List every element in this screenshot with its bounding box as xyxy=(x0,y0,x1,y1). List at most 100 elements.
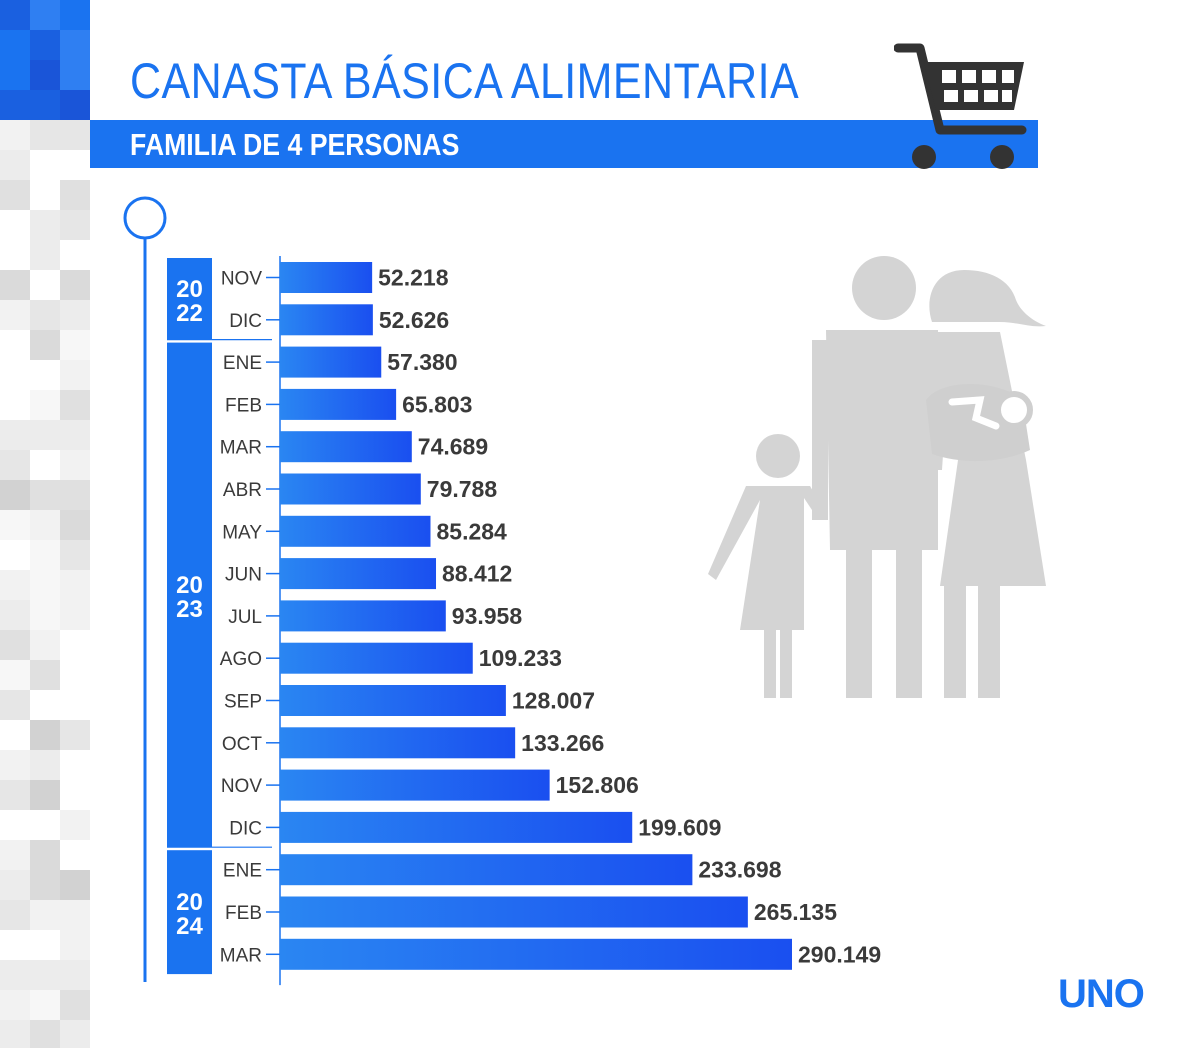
month-tick-label: FEB xyxy=(225,395,262,416)
mosaic-tile xyxy=(30,600,60,630)
mosaic-tile xyxy=(0,180,30,210)
value-label: 85.284 xyxy=(436,518,507,544)
mosaic-tile xyxy=(0,900,30,930)
bar xyxy=(280,262,373,293)
mosaic-tile xyxy=(0,360,30,390)
value-label: 88.412 xyxy=(442,561,512,587)
mosaic-tile xyxy=(60,840,90,870)
mosaic-tile xyxy=(60,210,90,240)
mosaic-tile xyxy=(30,60,60,90)
mosaic-tile xyxy=(0,570,30,600)
mosaic-tile xyxy=(60,900,90,930)
mosaic-tile xyxy=(30,0,60,30)
bar xyxy=(280,938,792,970)
mosaic-tile xyxy=(30,150,60,180)
value-label: 128.007 xyxy=(512,688,595,714)
mosaic-tile xyxy=(30,870,60,900)
mosaic-tile xyxy=(0,870,30,900)
mosaic-tile xyxy=(60,360,90,390)
mosaic-tile xyxy=(60,780,90,810)
month-tick-label: NOV xyxy=(221,269,263,290)
mosaic-tile xyxy=(0,1020,30,1048)
mosaic-tile xyxy=(0,120,30,150)
value-label: 52.218 xyxy=(378,265,449,291)
month-tick-label: JUN xyxy=(225,565,262,586)
value-label: 290.149 xyxy=(798,941,881,967)
mosaic-tile xyxy=(30,510,60,540)
mosaic-tile xyxy=(30,420,60,450)
mosaic-tile xyxy=(30,540,60,570)
mosaic-tile xyxy=(60,0,90,30)
mosaic-tile xyxy=(0,240,30,270)
mosaic-tile xyxy=(0,330,30,360)
mosaic-tile xyxy=(0,60,30,90)
bar xyxy=(280,685,506,716)
uno-logo: UNO xyxy=(1058,972,1145,1016)
mosaic-tile xyxy=(60,420,90,450)
month-tick-label: MAR xyxy=(220,438,262,459)
month-tick-label: DIC xyxy=(229,818,262,839)
timeline-line xyxy=(123,196,167,982)
year-label-bottom: 23 xyxy=(176,596,203,623)
mosaic-tile xyxy=(60,630,90,660)
mosaic-tile xyxy=(0,630,30,660)
mosaic-tile xyxy=(0,960,30,990)
mosaic-tile xyxy=(60,60,90,90)
value-label: 133.266 xyxy=(521,730,604,756)
mosaic-tile xyxy=(60,960,90,990)
mosaic-tile xyxy=(30,690,60,720)
mosaic-tile xyxy=(30,270,60,300)
value-label: 109.233 xyxy=(479,645,562,671)
year-label-bottom: 22 xyxy=(176,300,203,327)
chart-title: CANASTA BÁSICA ALIMENTARIA xyxy=(130,53,800,109)
mosaic-tile xyxy=(30,120,60,150)
mosaic-tile xyxy=(30,750,60,780)
bar xyxy=(280,515,431,547)
mosaic-tile xyxy=(60,480,90,510)
mosaic-tile xyxy=(30,480,60,510)
bar xyxy=(280,388,397,420)
month-tick-label: SEP xyxy=(224,692,262,713)
mosaic-tile xyxy=(60,90,90,120)
mosaic-tile xyxy=(0,270,30,300)
month-tick-label: ABR xyxy=(223,480,262,501)
year-block xyxy=(167,850,212,975)
value-label: 74.689 xyxy=(418,434,488,460)
mosaic-tile xyxy=(0,840,30,870)
mosaic-tile xyxy=(30,210,60,240)
mosaic-tile xyxy=(30,330,60,360)
mosaic-tile xyxy=(30,180,60,210)
mosaic-tile xyxy=(30,30,60,60)
month-tick-label: NOV xyxy=(221,776,263,797)
mosaic-tile xyxy=(60,390,90,420)
mosaic-tile xyxy=(0,210,30,240)
mosaic-tile xyxy=(60,690,90,720)
subtitle-band xyxy=(90,120,1038,168)
value-label: 52.626 xyxy=(379,307,449,333)
mosaic-tile xyxy=(0,990,30,1020)
mosaic-tile xyxy=(60,660,90,690)
mosaic-tile xyxy=(30,810,60,840)
mosaic-tile xyxy=(0,810,30,840)
mosaic-tile xyxy=(60,510,90,540)
mosaic-tile xyxy=(0,300,30,330)
mosaic-tile xyxy=(0,30,30,60)
mosaic-tile xyxy=(60,810,90,840)
year-block xyxy=(167,342,212,848)
mosaic-tile xyxy=(30,960,60,990)
mosaic-tile xyxy=(60,540,90,570)
value-label: 65.803 xyxy=(402,391,472,417)
value-label: 79.788 xyxy=(427,476,498,502)
mosaic-tile xyxy=(0,720,30,750)
value-label: 93.958 xyxy=(452,603,523,629)
bar xyxy=(280,346,382,378)
mosaic-tile xyxy=(60,180,90,210)
mosaic-tile xyxy=(60,150,90,180)
mosaic-tile xyxy=(60,30,90,60)
mosaic-tile xyxy=(30,450,60,480)
mosaic-tile xyxy=(0,90,30,120)
year-label-bottom: 24 xyxy=(176,913,203,940)
mosaic-tile xyxy=(60,120,90,150)
mosaic-tile xyxy=(0,600,30,630)
